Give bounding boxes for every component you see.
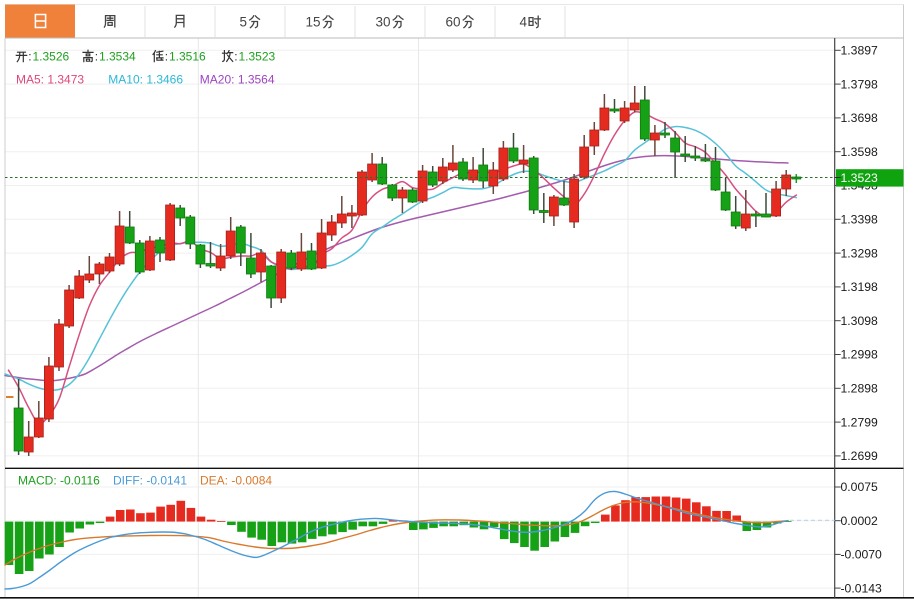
svg-text:1.3598: 1.3598 [841,145,878,159]
svg-text:-0.0070: -0.0070 [841,548,883,562]
svg-text:1.3526: 1.3526 [33,50,70,64]
svg-text:60: 60 [446,14,461,29]
svg-text:15: 15 [306,14,321,29]
svg-text:MA20: 1.3564: MA20: 1.3564 [200,73,275,87]
svg-text:1.2799: 1.2799 [841,415,878,429]
svg-text:1.3398: 1.3398 [841,213,878,227]
svg-text:0.0075: 0.0075 [841,480,878,494]
svg-text:1.3523: 1.3523 [239,50,276,64]
svg-text:MA5: 1.3473: MA5: 1.3473 [16,73,84,87]
svg-text:1.3198: 1.3198 [841,280,878,294]
svg-text:1.3534: 1.3534 [99,50,136,64]
svg-text:1.2699: 1.2699 [841,449,878,463]
svg-text:4: 4 [520,14,528,29]
svg-text:30: 30 [376,14,391,29]
svg-text:DIFF: -0.0141: DIFF: -0.0141 [113,473,187,487]
svg-text:-0.0143: -0.0143 [841,581,883,595]
svg-text:1.3516: 1.3516 [169,50,206,64]
svg-text:DEA: -0.0084: DEA: -0.0084 [200,473,272,487]
svg-text:1.3698: 1.3698 [841,111,878,125]
svg-text:1.3298: 1.3298 [841,246,878,260]
svg-text:MACD: -0.0116: MACD: -0.0116 [18,473,100,487]
svg-text::: : [234,50,237,64]
svg-text:5: 5 [240,14,248,29]
svg-text:1.3897: 1.3897 [841,44,878,58]
svg-text:1.3098: 1.3098 [841,314,878,328]
svg-text::: : [165,50,168,64]
svg-text:1.2998: 1.2998 [841,348,878,362]
svg-text::: : [95,50,98,64]
svg-text::: : [28,50,31,64]
svg-text:1.3798: 1.3798 [841,77,878,91]
svg-text:1.3523: 1.3523 [841,171,878,185]
svg-text:0.0002: 0.0002 [841,514,878,528]
svg-text:MA10: 1.3466: MA10: 1.3466 [108,73,183,87]
svg-text:1.2898: 1.2898 [841,382,878,396]
